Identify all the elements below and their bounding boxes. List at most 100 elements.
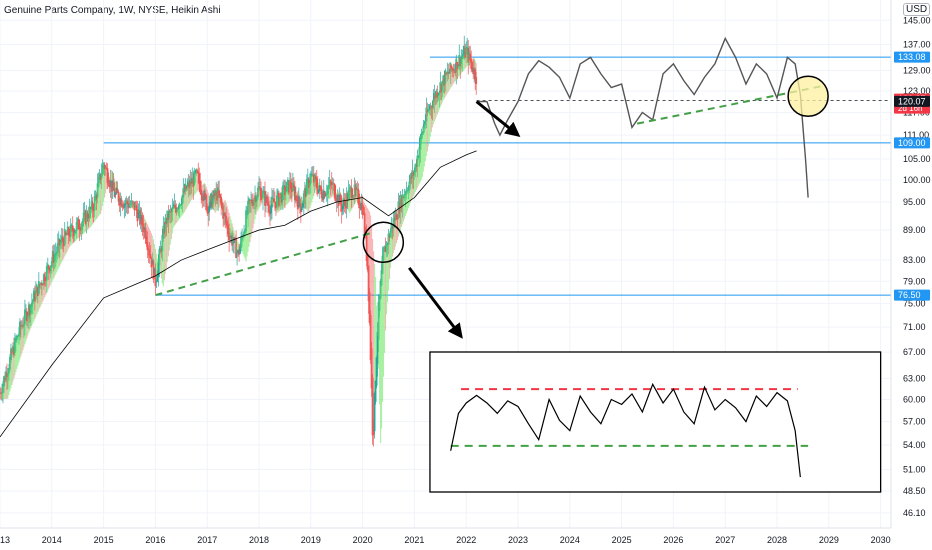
y-tick-label: 83.00: [903, 255, 926, 265]
candle-body: [11, 351, 13, 353]
candle-body: [221, 202, 224, 208]
candle-body: [183, 190, 186, 193]
y-tick-label: 67.00: [903, 347, 926, 357]
candle-body: [454, 69, 457, 74]
candle-body: [6, 373, 8, 378]
candle-body: [268, 204, 270, 213]
candle-body: [124, 203, 127, 205]
candle-body: [200, 189, 203, 195]
x-tick-label: 2024: [560, 535, 580, 545]
candle-body: [360, 202, 363, 209]
candle-body: [62, 239, 65, 247]
candle-body: [436, 92, 439, 98]
candle-body: [356, 189, 359, 191]
candle-body: [197, 171, 200, 174]
moving-average-line: [0, 150, 477, 438]
candle-body: [122, 206, 125, 209]
candle-body: [33, 293, 36, 302]
x-tick-label: 2030: [871, 535, 891, 545]
candle-body: [370, 348, 373, 389]
trend-lines: [155, 84, 824, 297]
y-tick-label: 60.00: [903, 395, 926, 405]
candle-body: [148, 249, 151, 256]
y-tick-label: 145.00: [903, 15, 931, 25]
candle-body: [144, 227, 147, 240]
candle-body: [426, 110, 429, 112]
candle-body: [196, 170, 199, 172]
candle-body: [199, 180, 202, 193]
currency-badge[interactable]: USD: [903, 3, 931, 16]
candle-body: [61, 237, 64, 241]
candle-body: [343, 200, 346, 203]
candle-body: [430, 106, 433, 108]
candle-body: [205, 195, 208, 211]
candle-body: [118, 199, 121, 206]
candle-body: [447, 72, 450, 74]
candle-body: [459, 57, 462, 67]
candle-body: [224, 213, 227, 217]
candle-body: [252, 202, 254, 206]
candle-body: [314, 176, 317, 180]
x-axis: 2013 2014 2015 2016 2017 2018 2019 2020 2021 2022…: [0, 535, 891, 545]
x-tick-label: 2029: [819, 535, 839, 545]
candle-body: [137, 211, 140, 219]
candle-body: [72, 229, 75, 237]
candle-body: [146, 241, 149, 250]
candle-body: [374, 380, 377, 402]
x-tick-label: 2028: [767, 535, 787, 545]
candle-body: [467, 47, 470, 63]
candle-body: [44, 279, 47, 281]
candle-body: [237, 250, 239, 253]
candle-body: [443, 77, 446, 86]
candle-body: [295, 196, 298, 202]
candle-body: [149, 254, 152, 258]
candle-body: [297, 196, 300, 207]
candle-body: [270, 205, 272, 214]
y-tick-label: 95.00: [903, 197, 926, 207]
price-label-subtext: 2d 16h: [898, 104, 922, 113]
candle-body: [211, 194, 214, 208]
candle-body: [165, 221, 168, 225]
x-tick-label: 2016: [145, 535, 165, 545]
y-tick-label: 89.00: [903, 225, 926, 235]
candle-body: [28, 307, 31, 315]
trend-line: [155, 231, 374, 297]
x-tick-label: 2019: [301, 535, 321, 545]
candle-body: [151, 259, 154, 265]
inset-price-line: [450, 382, 801, 478]
candle-body: [317, 189, 320, 192]
candle-body: [369, 315, 372, 360]
candle-body: [91, 202, 94, 211]
x-tick-label: 2027: [715, 535, 735, 545]
candle-body: [472, 67, 475, 75]
price-label-text: 76.50: [898, 290, 921, 300]
candle-body: [105, 167, 108, 169]
arrow: [408, 266, 463, 339]
candle-body: [86, 213, 89, 218]
candle-body: [289, 182, 292, 189]
candle-body: [264, 191, 266, 206]
candle-body: [52, 253, 55, 263]
horizontal-levels: [103, 56, 891, 296]
candle-body: [316, 185, 319, 194]
candle-body: [368, 292, 371, 323]
candle-body: [228, 231, 231, 240]
candle-body: [111, 180, 114, 190]
candle-body: [126, 200, 129, 205]
projection: [476, 36, 809, 198]
candle-body: [109, 180, 112, 187]
candle-body: [261, 197, 263, 198]
candle-body: [190, 181, 193, 185]
candle-body: [145, 236, 148, 244]
candle-body: [298, 198, 301, 206]
candle-body: [198, 173, 201, 184]
candle-body: [339, 196, 342, 205]
candle-body: [273, 198, 275, 203]
candle-body: [222, 206, 225, 219]
candle-body: [400, 199, 403, 209]
candle-body: [41, 284, 44, 286]
candle-body: [434, 95, 437, 99]
candle-body: [278, 192, 280, 206]
